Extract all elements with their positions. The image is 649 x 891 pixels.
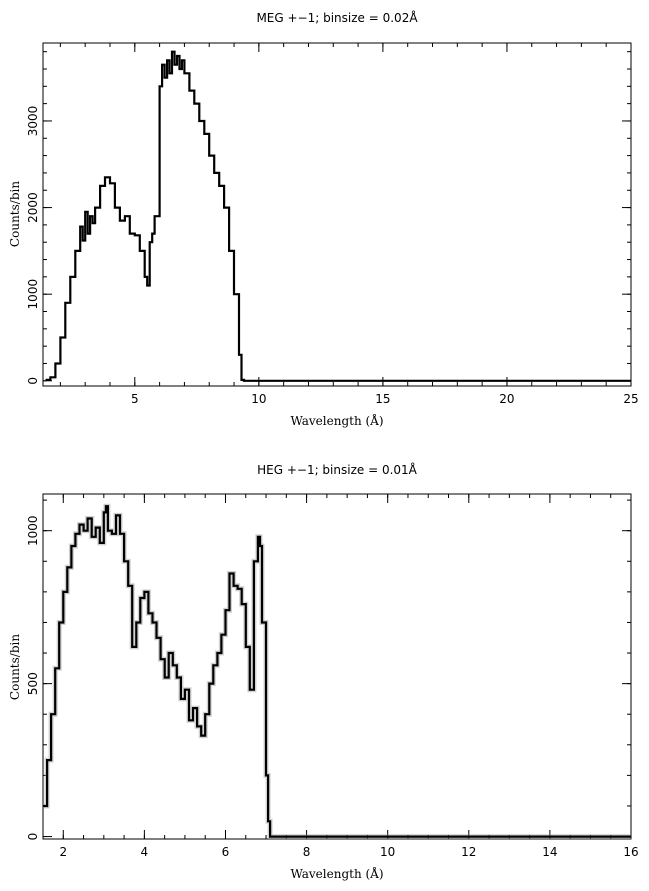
heg-tick-labels: 2 4 6 8 10 12 14 16 0 500 1000 (26, 515, 639, 859)
heg-x-tick-label: 14 (542, 845, 557, 859)
heg-ticks (42, 494, 632, 839)
heg-error-band (43, 503, 631, 840)
heg-chart-title: HEG +−1; binsize = 0.01Å (257, 462, 418, 477)
heg-plot-frame (42, 493, 632, 840)
meg-y-tick-label: 3000 (26, 106, 40, 137)
meg-y-tick-label: 1000 (26, 279, 40, 310)
heg-x-tick-label: 8 (303, 845, 311, 859)
heg-spectrum-line (43, 505, 631, 838)
meg-x-tick-label: 25 (623, 392, 638, 406)
meg-y-tick-label: 0 (26, 377, 40, 385)
meg-ticks (43, 43, 632, 386)
meg-spectrum-line (45, 50, 631, 382)
heg-x-tick-label: 6 (222, 845, 230, 859)
meg-panel: MEG +−1; binsize = 0.02Å 5 10 15 20 25 0 1000 2… (8, 10, 639, 428)
meg-x-tick-label: 5 (131, 392, 139, 406)
heg-panel: HEG +−1; binsize = 0.01Å 2 4 6 8 10 12 14 16 0 50… (8, 462, 639, 881)
heg-y-tick-label: 500 (26, 672, 40, 695)
meg-chart-title: MEG +−1; binsize = 0.02Å (256, 10, 418, 25)
meg-x-tick-label: 10 (251, 392, 266, 406)
meg-y-axis-label: Counts/bin (8, 181, 22, 247)
meg-x-tick-label: 20 (499, 392, 514, 406)
heg-y-tick-label: 1000 (26, 515, 40, 546)
heg-y-axis-label: Counts/bin (8, 634, 22, 700)
meg-x-axis-label: Wavelength (Å) (290, 413, 383, 428)
heg-x-tick-label: 10 (380, 845, 395, 859)
heg-x-tick-label: 12 (461, 845, 476, 859)
meg-y-tick-label: 2000 (26, 192, 40, 223)
meg-x-tick-label: 15 (375, 392, 390, 406)
heg-y-tick-label: 0 (26, 833, 40, 841)
heg-x-tick-label: 4 (141, 845, 149, 859)
meg-tick-labels: 5 10 15 20 25 0 1000 2000 3000 (26, 106, 639, 406)
heg-x-axis-label: Wavelength (Å) (290, 866, 383, 881)
heg-x-tick-label: 16 (623, 845, 638, 859)
heg-x-tick-label: 2 (59, 845, 67, 859)
meg-plot-frame (42, 42, 632, 387)
